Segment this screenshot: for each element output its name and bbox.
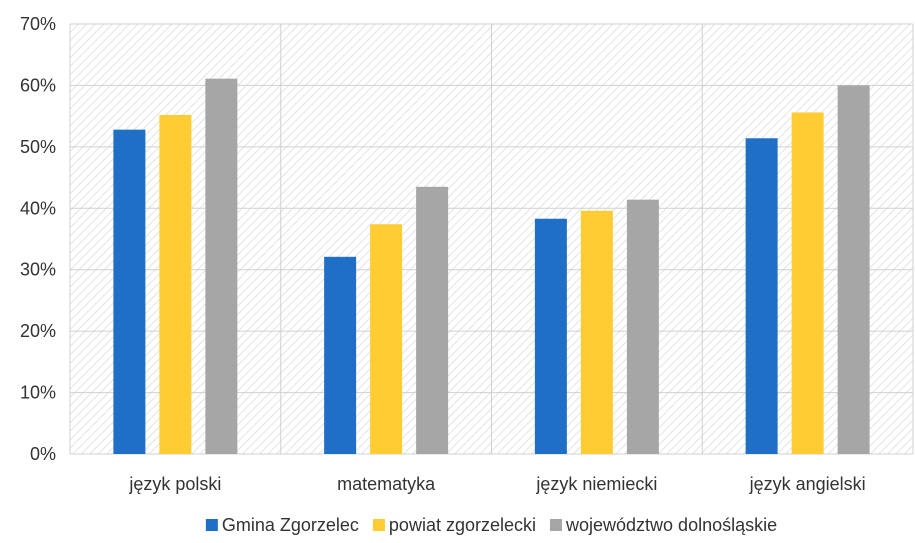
y-tick-label: 60% [20, 75, 56, 95]
y-tick-label: 70% [20, 14, 56, 34]
bar [324, 256, 357, 454]
bar [113, 129, 146, 454]
y-tick-label: 50% [20, 137, 56, 157]
legend-swatch [372, 519, 385, 531]
y-tick-label: 0% [30, 444, 56, 464]
y-tick-label: 30% [20, 260, 56, 280]
bar [791, 112, 824, 454]
bar [159, 114, 192, 455]
y-axis: 0% 10% 20% 30% 40% 50% 60% 70% [20, 14, 56, 464]
legend-label: Gmina Zgorzelec [222, 515, 359, 535]
legend-swatch [550, 519, 563, 531]
x-tick-label: język polski [128, 474, 221, 494]
legend: Gmina Zgorzelec powiat zgorzelecki wojewód… [205, 515, 777, 535]
x-axis: język polski matematyka język niemiecki jęz… [128, 474, 865, 494]
bar [745, 138, 778, 454]
x-tick-label: matematyka [337, 474, 436, 494]
y-tick-label: 40% [20, 198, 56, 218]
bar [626, 199, 659, 454]
x-tick-label: język niemiecki [535, 474, 657, 494]
bar [205, 78, 238, 455]
legend-swatch [205, 519, 218, 531]
bar [580, 210, 613, 454]
x-tick-label: język angielski [749, 474, 866, 494]
bars [113, 78, 870, 455]
bar [370, 224, 403, 454]
y-tick-label: 20% [20, 321, 56, 341]
legend-label: województwo dolnośląskie [565, 515, 777, 535]
y-tick-label: 10% [20, 383, 56, 403]
bar [837, 85, 870, 454]
bar [534, 218, 567, 454]
bar [416, 186, 449, 455]
legend-label: powiat zgorzelecki [389, 515, 536, 535]
